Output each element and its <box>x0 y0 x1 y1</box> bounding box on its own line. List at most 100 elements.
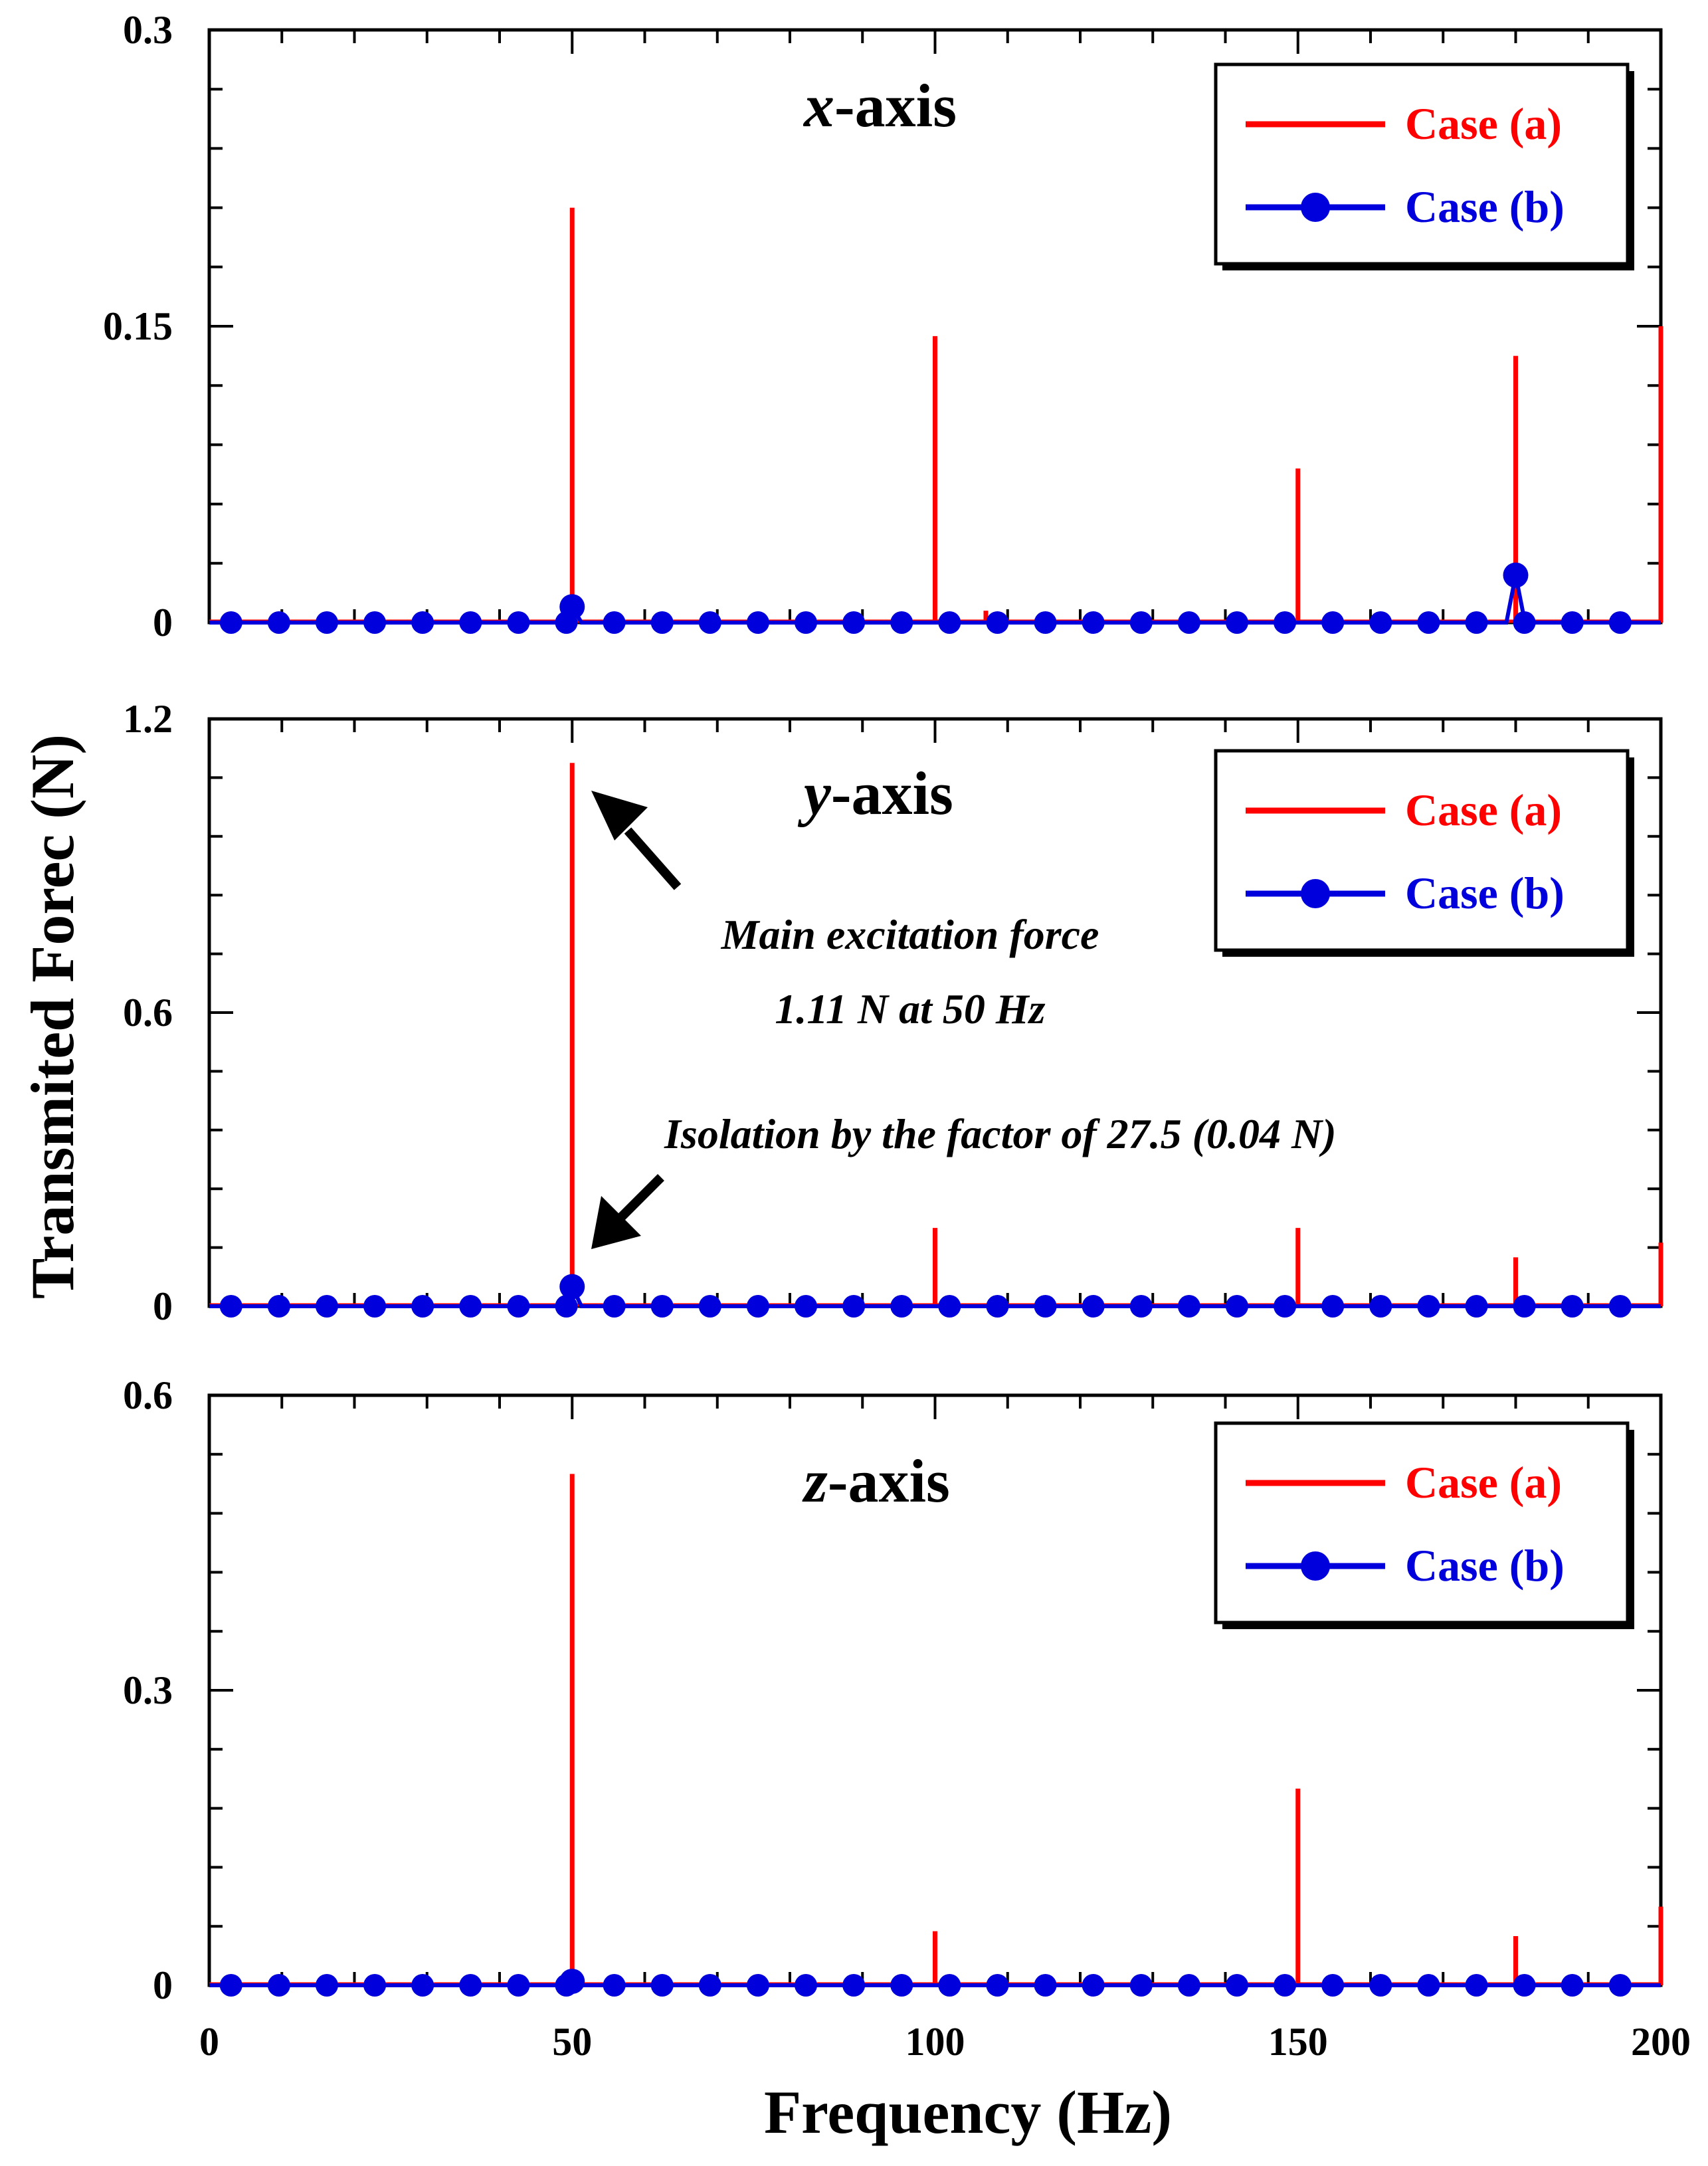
case-b-marker <box>1177 611 1200 634</box>
x-tick-label: 50 <box>552 2020 592 2064</box>
case-b-marker <box>1561 1295 1584 1318</box>
case-b-marker <box>603 1295 626 1318</box>
case-b-marker <box>890 1974 913 1997</box>
case-b-marker <box>1177 1974 1200 1997</box>
y-axis-title: Transmited Forec (N) <box>19 734 86 1299</box>
case-b-marker <box>746 1974 769 1997</box>
legend-box <box>1214 1421 1630 1625</box>
legend-case-b-label: Case (b) <box>1405 868 1565 918</box>
case-b-marker <box>1034 1295 1057 1318</box>
case-b-marker <box>650 1295 674 1318</box>
x-tick-label: 150 <box>1268 2020 1328 2064</box>
panel-title-suffix: -axis <box>834 72 957 140</box>
case-b-marker <box>938 1974 961 1997</box>
y-tick-label: 0 <box>153 1963 173 2007</box>
legend-case-b-marker <box>1301 1551 1330 1581</box>
case-b-marker <box>986 1295 1009 1318</box>
case-b-marker <box>986 1974 1009 1997</box>
case-b-marker <box>1608 1295 1632 1318</box>
panel-title-variable: z <box>802 1447 828 1515</box>
case-b-marker <box>1177 1295 1200 1318</box>
case-b-marker <box>1369 1295 1392 1318</box>
case-b-marker <box>267 1974 290 1997</box>
case-b-marker <box>1274 1974 1297 1997</box>
legend: Case (a) Case (b) <box>1214 62 1634 270</box>
panel-title-variable: y <box>797 759 832 827</box>
panel-title: x-axis <box>803 72 957 140</box>
panel-title: z-axis <box>802 1447 950 1515</box>
case-b-marker <box>507 1295 530 1318</box>
case-b-marker <box>1274 611 1297 634</box>
case-b-marker <box>890 611 913 634</box>
case-b-marker <box>315 1974 338 1997</box>
case-b-marker <box>1369 1974 1392 1997</box>
case-b-marker <box>459 1974 482 1997</box>
case-b-marker <box>1225 611 1248 634</box>
y-tick-label: 0 <box>153 1284 173 1328</box>
case-b-marker <box>219 611 242 634</box>
case-b-marker <box>411 1295 434 1318</box>
case-b-marker <box>795 1295 818 1318</box>
legend-case-b-marker <box>1301 879 1330 908</box>
case-b-marker <box>315 1295 338 1318</box>
x-tick-label: 0 <box>199 2020 219 2064</box>
case-b-marker <box>267 1295 290 1318</box>
case-b-marker <box>1465 611 1488 634</box>
case-b-marker <box>1513 611 1536 634</box>
legend-box <box>1214 62 1630 266</box>
case-b-marker <box>363 1974 387 1997</box>
case-b-marker <box>411 1974 434 1997</box>
case-b-marker <box>559 594 585 620</box>
legend-case-b-label: Case (b) <box>1405 1540 1565 1591</box>
case-b-marker <box>1082 611 1105 634</box>
case-b-marker <box>698 611 721 634</box>
case-b-marker <box>507 611 530 634</box>
case-b-marker <box>1321 611 1345 634</box>
panel-z-axis: 0 0.3 0.6 0 50 100 150 200 z-axis Case (a) Case (b… <box>123 1373 1691 2064</box>
y-tick-label: 0 <box>153 601 173 644</box>
y-tick-label: 0.3 <box>123 1668 173 1712</box>
case-b-marker <box>938 611 961 634</box>
case-b-marker <box>507 1974 530 1997</box>
legend-case-b-label: Case (b) <box>1405 181 1565 232</box>
case-b-marker <box>219 1974 242 1997</box>
annotation-isolation: Isolation by the factor of 27.5 (0.04 N) <box>664 1110 1337 1157</box>
case-b-marker <box>1369 611 1392 634</box>
case-b-marker <box>1561 611 1584 634</box>
y-tick-label: 0.3 <box>123 8 173 52</box>
case-b-marker <box>363 1295 387 1318</box>
case-b-marker <box>1513 1974 1536 1997</box>
case-b-marker <box>1503 562 1529 588</box>
case-b-marker <box>555 1295 578 1318</box>
x-tick-label: 200 <box>1631 2020 1691 2064</box>
case-b-marker <box>746 611 769 634</box>
case-b-marker <box>267 611 290 634</box>
case-b-marker <box>1274 1295 1297 1318</box>
legend-box <box>1214 749 1630 952</box>
arrow-isolation-head <box>591 1196 641 1249</box>
case-b-marker <box>459 1295 482 1318</box>
legend-case-a-label: Case (a) <box>1405 785 1562 835</box>
annotation-main-excitation-line1: Main excitation force <box>721 911 1099 958</box>
case-b-marker <box>1129 1974 1153 1997</box>
case-b-marker <box>1417 1974 1440 1997</box>
x-axis-title: Frequency (Hz) <box>764 2078 1172 2146</box>
case-b-marker <box>698 1295 721 1318</box>
case-b-marker <box>842 611 866 634</box>
case-b-marker <box>1321 1295 1345 1318</box>
case-b-marker <box>1225 1974 1248 1997</box>
case-b-marker <box>1465 1974 1488 1997</box>
case-b-marker <box>650 611 674 634</box>
case-b-marker <box>559 1274 585 1300</box>
case-b-marker <box>746 1295 769 1318</box>
case-b-marker <box>890 1295 913 1318</box>
arrow-main-excitation <box>624 827 682 890</box>
case-b-marker <box>1321 1974 1345 1997</box>
y-tick-label: 0.6 <box>123 991 173 1034</box>
case-b-marker <box>411 611 434 634</box>
case-b-marker <box>603 1974 626 1997</box>
case-b-marker <box>650 1974 674 1997</box>
panel-y-axis: 0 0.6 1.2 y-axis Case (a) Case (b) Main excita… <box>123 697 1663 1328</box>
arrow-isolation <box>618 1174 664 1221</box>
